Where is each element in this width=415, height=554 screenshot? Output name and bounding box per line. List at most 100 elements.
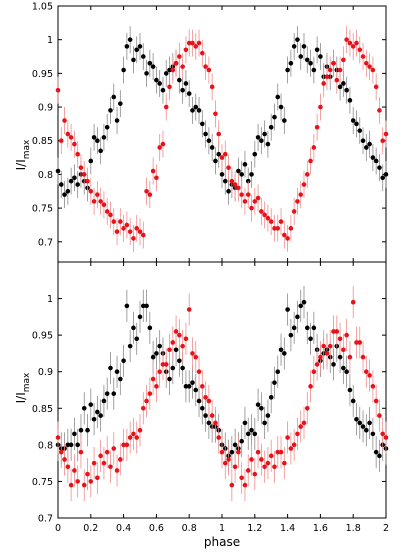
x-axis-label: phase xyxy=(204,535,240,549)
data-point xyxy=(301,44,307,49)
data-point xyxy=(288,446,294,451)
data-point xyxy=(334,77,340,83)
data-point xyxy=(327,67,333,73)
data-point xyxy=(190,40,195,46)
data-point xyxy=(108,464,113,470)
data-point xyxy=(350,118,356,123)
data-point xyxy=(259,405,264,411)
data-point xyxy=(88,158,94,164)
data-point xyxy=(68,442,74,448)
data-point xyxy=(370,155,376,160)
data-point xyxy=(144,398,149,404)
data-point xyxy=(196,398,202,404)
data-point xyxy=(193,44,199,49)
data-point xyxy=(127,37,133,42)
data-point xyxy=(301,299,307,305)
data-point xyxy=(357,420,363,426)
data-point xyxy=(295,431,300,437)
data-point xyxy=(354,416,359,422)
data-point xyxy=(255,135,261,140)
data-point xyxy=(98,413,103,418)
data-point xyxy=(344,369,349,375)
data-point xyxy=(301,182,307,187)
data-point xyxy=(91,199,97,204)
data-point xyxy=(265,460,271,466)
bottom-y-axis-label: I/Imax xyxy=(14,372,32,403)
data-point xyxy=(85,178,90,184)
data-point xyxy=(288,332,294,338)
data-point xyxy=(177,332,182,338)
data-point xyxy=(232,464,238,470)
data-point xyxy=(55,435,61,440)
data-point xyxy=(88,479,94,484)
data-point xyxy=(236,168,241,174)
data-point xyxy=(196,40,202,46)
data-point xyxy=(121,442,126,448)
data-point xyxy=(347,354,353,360)
data-point xyxy=(147,325,153,331)
data-point xyxy=(124,222,130,228)
data-point xyxy=(206,138,212,144)
y-tick-label: 1 xyxy=(47,294,53,305)
data-point xyxy=(157,369,162,375)
data-point xyxy=(364,427,369,433)
data-point xyxy=(108,365,113,371)
data-point xyxy=(298,54,304,59)
data-point xyxy=(114,468,120,473)
data-point xyxy=(295,314,300,320)
data-point xyxy=(268,219,274,224)
data-point xyxy=(383,131,389,137)
data-point xyxy=(285,307,290,312)
data-point xyxy=(331,60,336,66)
data-point xyxy=(75,182,80,187)
data-point xyxy=(167,376,172,382)
data-point xyxy=(180,64,185,69)
data-point xyxy=(265,141,271,147)
data-point xyxy=(364,60,369,66)
data-point xyxy=(331,329,336,334)
data-point xyxy=(75,151,80,157)
data-point xyxy=(331,362,336,367)
data-point xyxy=(337,84,343,90)
data-point xyxy=(272,226,277,231)
data-point xyxy=(262,131,267,137)
data-point xyxy=(341,81,346,86)
data-point xyxy=(213,111,218,117)
data-point xyxy=(163,71,169,76)
data-point xyxy=(324,351,330,356)
data-point xyxy=(304,172,310,177)
data-point xyxy=(278,347,284,353)
data-point xyxy=(186,384,192,389)
data-point xyxy=(101,135,107,140)
data-point xyxy=(304,405,310,411)
data-point xyxy=(137,229,143,234)
data-point xyxy=(183,81,189,86)
data-point xyxy=(111,219,117,224)
y-tick-label: 0.75 xyxy=(32,477,53,488)
data-point xyxy=(134,226,140,231)
data-point xyxy=(360,424,366,429)
data-point xyxy=(216,131,222,137)
data-point xyxy=(177,54,182,59)
data-point xyxy=(321,343,326,349)
data-point xyxy=(95,475,100,481)
data-point xyxy=(118,101,123,106)
data-point xyxy=(262,212,267,218)
data-point xyxy=(68,482,74,488)
data-point xyxy=(167,347,172,353)
bottom-panel: 0.7 0.75 0.8 0.85 0.9 0.95 1 0 0.2 0.4 0.6 0.8 1 1.2 1… xyxy=(32,261,389,534)
data-point xyxy=(131,325,136,331)
data-point xyxy=(114,229,120,234)
data-point xyxy=(200,384,205,389)
data-point xyxy=(163,362,169,367)
data-point xyxy=(242,199,248,204)
data-point xyxy=(206,67,212,73)
data-point xyxy=(245,431,251,437)
data-point xyxy=(285,435,290,440)
data-point xyxy=(278,104,284,110)
data-point xyxy=(304,57,310,63)
red-series xyxy=(55,26,389,252)
data-point xyxy=(55,168,61,174)
data-point xyxy=(206,398,212,404)
